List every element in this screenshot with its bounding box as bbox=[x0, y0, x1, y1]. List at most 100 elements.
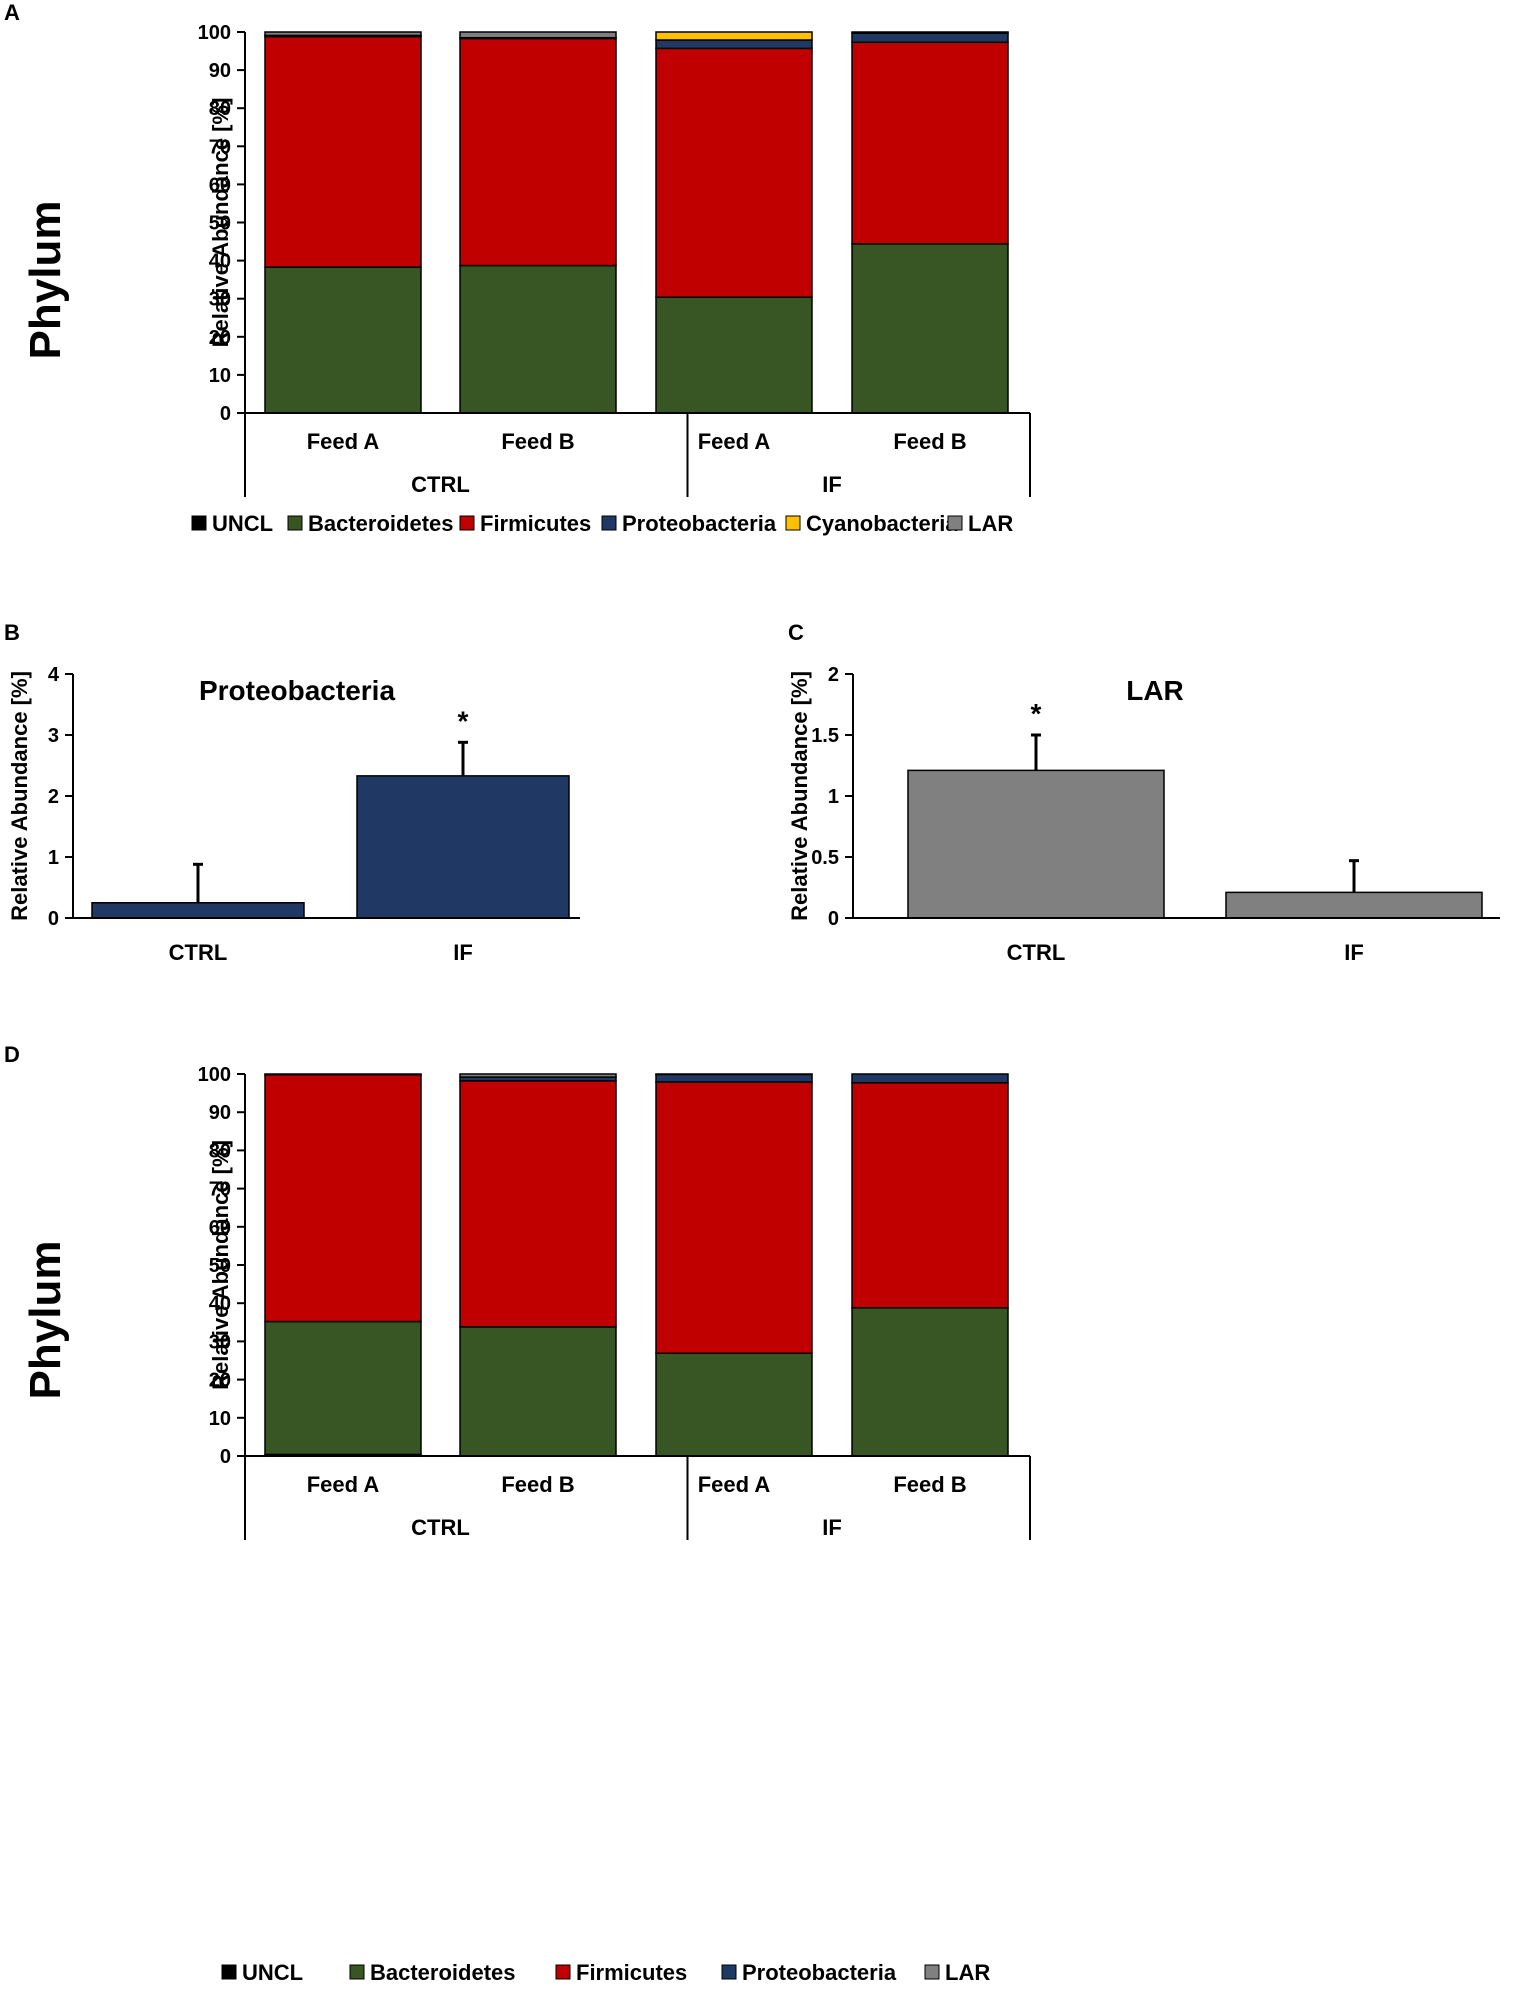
y-tick-label: 3 bbox=[48, 725, 59, 747]
panel-letter-C: C bbox=[788, 620, 804, 645]
y-tick-label: 2 bbox=[48, 786, 59, 808]
legend-swatch-bacteroidetes bbox=[349, 1964, 365, 1980]
bar-segment-proteobacteria-0 bbox=[264, 1073, 422, 1076]
legend-swatch-proteobacteria bbox=[721, 1964, 737, 1980]
y-tick-label: 60 bbox=[209, 174, 231, 196]
bar-segment-cyanobacteria-2 bbox=[655, 31, 813, 41]
side-label-phylum: Phylum bbox=[21, 201, 70, 360]
bar-segment-bacteroidetes-2 bbox=[655, 1352, 813, 1457]
bar-segment-firmicutes-3 bbox=[851, 41, 1009, 245]
y-tick-label: 0 bbox=[220, 403, 231, 425]
chart-title-lar: LAR bbox=[1126, 675, 1184, 706]
group-label-if: IF bbox=[822, 472, 842, 497]
y-tick-label: 20 bbox=[209, 327, 231, 349]
y-tick-label: 1 bbox=[48, 847, 59, 869]
bar-segment-lar-0 bbox=[264, 31, 422, 37]
bar-segment-lar-1 bbox=[459, 31, 617, 39]
bar-segment-bacteroidetes-2 bbox=[655, 296, 813, 414]
category-label: Feed B bbox=[893, 1472, 966, 1497]
bar-segment-firmicutes-2 bbox=[655, 1081, 813, 1354]
group-label-ctrl: CTRL bbox=[411, 1515, 470, 1540]
bar-if bbox=[356, 775, 570, 919]
y-tick-label: 0 bbox=[48, 908, 59, 930]
category-label: Feed A bbox=[307, 429, 380, 454]
y-tick-label: 0 bbox=[220, 1446, 231, 1468]
panel-letter-D: D bbox=[4, 1042, 20, 1067]
legend-label-cyanobacteria: Cyanobacteria bbox=[806, 511, 958, 536]
legend-swatch-bacteroidetes bbox=[287, 515, 303, 531]
bar-segment-proteobacteria-3 bbox=[851, 32, 1009, 44]
y-tick-label: 2 bbox=[828, 664, 839, 686]
legend-label-proteobacteria: Proteobacteria bbox=[622, 511, 777, 536]
significance-marker: * bbox=[1031, 698, 1042, 729]
y-tick-label: 100 bbox=[198, 1064, 231, 1086]
legend-swatch-firmicutes bbox=[555, 1964, 571, 1980]
legend-label-bacteroidetes: Bacteroidetes bbox=[370, 1960, 516, 1985]
legend-swatch-lar bbox=[947, 515, 963, 531]
bar-segment-proteobacteria-2 bbox=[655, 1073, 813, 1083]
y-tick-label: 20 bbox=[209, 1370, 231, 1392]
bar-segment-firmicutes-0 bbox=[264, 1074, 422, 1323]
panel-letter-B: B bbox=[4, 620, 20, 645]
bar-segment-firmicutes-0 bbox=[264, 35, 422, 268]
bar-segment-lar-3 bbox=[851, 31, 1009, 34]
category-label: Feed A bbox=[698, 1472, 771, 1497]
bar-ctrl bbox=[91, 902, 305, 919]
chart-title-proteobacteria: Proteobacteria bbox=[199, 675, 395, 706]
bar-segment-proteobacteria-2 bbox=[655, 39, 813, 50]
category-label: Feed A bbox=[307, 1472, 380, 1497]
y-axis-label: Relative Abundance [%] bbox=[7, 671, 32, 921]
group-label-if: IF bbox=[822, 1515, 842, 1540]
y-tick-label: 10 bbox=[209, 1408, 231, 1430]
legend-label-bacteroidetes: Bacteroidetes bbox=[308, 511, 454, 536]
legend-label-lar: LAR bbox=[945, 1960, 990, 1985]
group-label-ctrl: CTRL bbox=[411, 472, 470, 497]
legend-swatch-proteobacteria bbox=[601, 515, 617, 531]
bar-segment-bacteroidetes-3 bbox=[851, 1307, 1009, 1457]
bar-segment-proteobacteria-3 bbox=[851, 1073, 1009, 1084]
significance-marker: * bbox=[458, 705, 469, 736]
category-label: Feed B bbox=[501, 429, 574, 454]
y-tick-label: 80 bbox=[209, 1140, 231, 1162]
y-tick-label: 50 bbox=[209, 213, 231, 235]
bar-if bbox=[1225, 891, 1483, 919]
y-axis-label: Relative Abundance [%] bbox=[208, 98, 233, 348]
category-label: IF bbox=[453, 940, 473, 965]
bar-segment-lar-1 bbox=[459, 1073, 617, 1078]
legend-label-uncl: UNCL bbox=[242, 1960, 303, 1985]
legend-swatch-lar bbox=[924, 1964, 940, 1980]
bar-segment-firmicutes-2 bbox=[655, 47, 813, 298]
bar-ctrl bbox=[907, 769, 1165, 919]
category-label: IF bbox=[1344, 940, 1364, 965]
category-label: Feed B bbox=[501, 1472, 574, 1497]
legend-swatch-cyanobacteria bbox=[785, 515, 801, 531]
y-tick-label: 90 bbox=[209, 60, 231, 82]
legend-label-uncl: UNCL bbox=[212, 511, 273, 536]
bar-segment-firmicutes-1 bbox=[459, 37, 617, 267]
y-tick-label: 1.5 bbox=[811, 725, 839, 747]
y-tick-label: 4 bbox=[48, 664, 60, 686]
y-tick-label: 0.5 bbox=[811, 847, 839, 869]
y-tick-label: 90 bbox=[209, 1102, 231, 1124]
bar-segment-bacteroidetes-3 bbox=[851, 243, 1009, 414]
y-tick-label: 40 bbox=[209, 1293, 231, 1315]
panel-letter-A: A bbox=[4, 0, 20, 25]
category-label: Feed B bbox=[893, 429, 966, 454]
bar-segment-bacteroidetes-0 bbox=[264, 266, 422, 414]
legend-label-firmicutes: Firmicutes bbox=[480, 511, 591, 536]
y-tick-label: 60 bbox=[209, 1217, 231, 1239]
legend-label-proteobacteria: Proteobacteria bbox=[742, 1960, 897, 1985]
legend-swatch-firmicutes bbox=[459, 515, 475, 531]
bar-segment-bacteroidetes-0 bbox=[264, 1320, 422, 1456]
y-tick-label: 40 bbox=[209, 251, 231, 273]
y-tick-label: 100 bbox=[198, 22, 231, 44]
y-tick-label: 1 bbox=[828, 786, 839, 808]
legend-swatch-uncl bbox=[191, 515, 207, 531]
y-axis-label: Relative Abundance [%] bbox=[787, 671, 812, 921]
y-tick-label: 30 bbox=[209, 289, 231, 311]
y-tick-label: 30 bbox=[209, 1331, 231, 1353]
y-tick-label: 80 bbox=[209, 98, 231, 120]
category-label: CTRL bbox=[169, 940, 228, 965]
legend-label-firmicutes: Firmicutes bbox=[576, 1960, 687, 1985]
legend-label-lar: LAR bbox=[968, 511, 1013, 536]
